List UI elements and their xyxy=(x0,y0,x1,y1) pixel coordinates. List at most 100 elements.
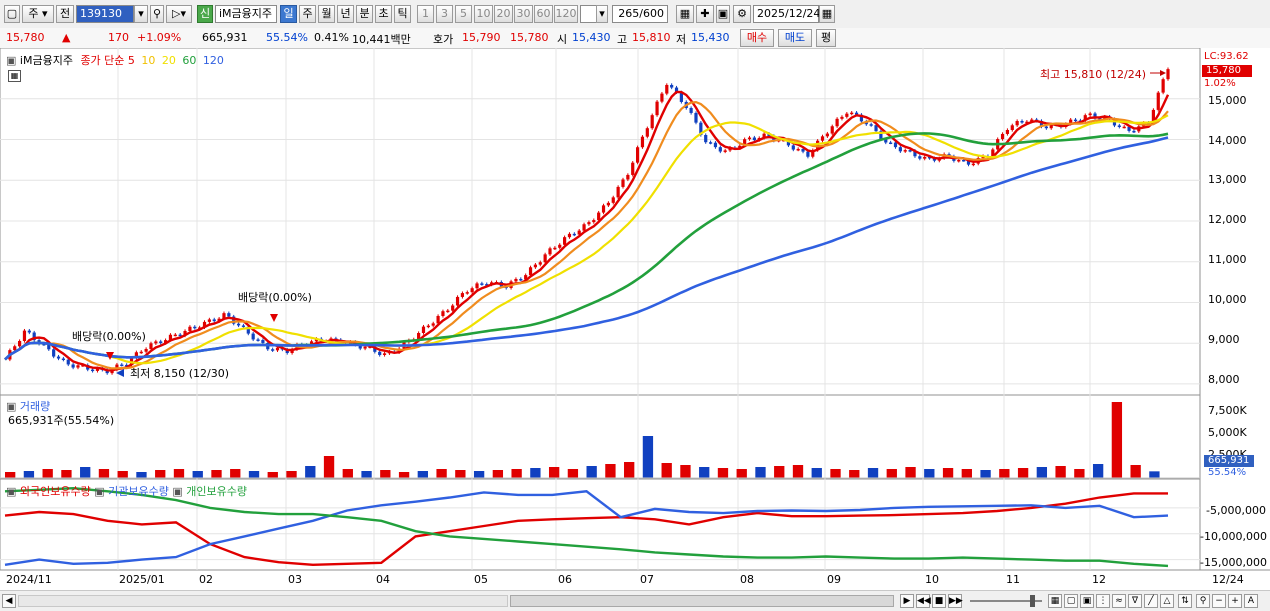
zoom-search-icon[interactable]: ⚲ xyxy=(1196,594,1210,608)
grid-toggle-icon[interactable]: ▦ xyxy=(8,70,21,82)
candle-body xyxy=(567,233,572,238)
interval-3-button[interactable]: 3 xyxy=(436,5,453,23)
tool-icon[interactable]: ▦ xyxy=(676,5,694,23)
interval-20-button[interactable]: 20 xyxy=(494,5,513,23)
calendar-icon[interactable]: ▦ xyxy=(819,5,835,23)
volume-bar xyxy=(436,469,447,478)
zoom-slider-handle[interactable] xyxy=(1030,595,1035,607)
period-month-button[interactable]: 월 xyxy=(318,5,335,23)
buy-button[interactable]: 매수 xyxy=(740,29,774,47)
lock-icon[interactable]: △ xyxy=(1160,594,1174,608)
indicator-icon[interactable]: ∇ xyxy=(1128,594,1142,608)
candle-body xyxy=(256,339,260,341)
volume-bar xyxy=(155,470,166,478)
interval-1-button[interactable]: 1 xyxy=(417,5,434,23)
new-badge[interactable]: 신 xyxy=(197,5,213,23)
candle-body xyxy=(154,341,158,344)
search-icon[interactable]: ⚲ xyxy=(150,5,164,23)
ruler-icon[interactable]: ╱ xyxy=(1144,594,1158,608)
volume-bar xyxy=(305,466,316,478)
candle-body xyxy=(572,233,576,236)
volume-bar xyxy=(530,468,541,478)
crosshair-icon[interactable]: ✚ xyxy=(696,5,714,23)
candle-body xyxy=(1025,121,1029,124)
rewind-icon[interactable]: ◀◀ xyxy=(916,594,931,608)
candle-body xyxy=(1000,133,1005,140)
dividend-marker-1 xyxy=(106,352,114,360)
candle-body xyxy=(207,319,211,322)
compare-icon[interactable]: ▢ xyxy=(1064,594,1078,608)
candle-body xyxy=(236,323,241,326)
play-icon[interactable]: ▶ xyxy=(900,594,914,608)
save-chart-icon[interactable]: ▣ xyxy=(1080,594,1094,608)
holdings-line-institution xyxy=(4,490,1169,566)
candle-body xyxy=(835,118,839,127)
scroll-thumb[interactable] xyxy=(510,595,894,607)
candle-body xyxy=(611,197,615,203)
chart-canvas[interactable] xyxy=(0,48,1270,590)
date-input[interactable]: 2025/12/24 xyxy=(753,5,820,23)
candle-body xyxy=(17,340,22,347)
chart-menu-icon[interactable]: ▢ xyxy=(4,5,20,23)
interval-5-button[interactable]: 5 xyxy=(455,5,472,23)
zoom-slider[interactable] xyxy=(970,600,1042,602)
volume-bar xyxy=(567,469,579,478)
candle-body xyxy=(898,147,902,152)
period-week-button[interactable]: 주 xyxy=(299,5,316,23)
eval-button[interactable]: 평 xyxy=(816,29,836,47)
volume-bar xyxy=(548,467,560,478)
period-select[interactable]: 주 ▾ xyxy=(22,5,54,23)
candle-body xyxy=(694,112,698,123)
font-size-icon[interactable]: A xyxy=(1244,594,1258,608)
volume-bar xyxy=(511,469,522,478)
volume-bar xyxy=(455,470,466,478)
interval-120-button[interactable]: 120 xyxy=(554,5,578,23)
candle-body xyxy=(699,122,703,135)
interval-30-button[interactable]: 30 xyxy=(514,5,533,23)
candle-body xyxy=(202,321,207,328)
prev-button[interactable]: 전 xyxy=(56,5,74,23)
volume-bar xyxy=(136,472,147,478)
period-tick-button[interactable]: 틱 xyxy=(394,5,411,23)
volume-bar xyxy=(1036,467,1048,478)
zoom-out-icon[interactable]: − xyxy=(1212,594,1226,608)
volume-axis-5000k: 5,000K xyxy=(1208,426,1247,439)
period-year-button[interactable]: 년 xyxy=(337,5,354,23)
interval-10-button[interactable]: 10 xyxy=(474,5,493,23)
speaker-icon[interactable]: ▷▾ xyxy=(166,5,192,23)
pattern-icon[interactable]: ≈ xyxy=(1112,594,1126,608)
period-second-button[interactable]: 초 xyxy=(375,5,392,23)
fit-icon[interactable]: ⇅ xyxy=(1178,594,1192,608)
zoom-in-icon[interactable]: + xyxy=(1228,594,1242,608)
quote-volume: 665,931 xyxy=(202,31,248,44)
stop-icon[interactable]: ■ xyxy=(932,594,946,608)
candle-body xyxy=(918,156,922,159)
holdings-axis-10m: -10,000,000 xyxy=(1200,530,1267,543)
code-dropdown-icon[interactable]: ▾ xyxy=(134,5,148,23)
count-field[interactable]: 265/600 xyxy=(612,5,668,23)
period-minute-button[interactable]: 분 xyxy=(356,5,373,23)
y-axis-15000: 15,000 xyxy=(1208,94,1247,107)
scroll-track[interactable] xyxy=(18,595,508,607)
interval-60-button[interactable]: 60 xyxy=(534,5,553,23)
drawing-icon[interactable]: ⋮ xyxy=(1096,594,1110,608)
quote-change-pct: +1.09% xyxy=(137,31,182,44)
interval-dropdown-icon[interactable]: ▾ xyxy=(596,5,608,23)
candle-body xyxy=(713,142,718,148)
candle-body xyxy=(115,364,119,370)
candle-body xyxy=(971,163,975,166)
x-label-right: 12/24 xyxy=(1212,573,1244,586)
period-day-button[interactable]: 일 xyxy=(280,5,297,23)
fast-forward-icon[interactable]: ▶▶ xyxy=(948,594,963,608)
stock-name-field[interactable]: iM금융지주 xyxy=(215,5,277,23)
candle-body xyxy=(368,346,372,349)
layout-icon[interactable]: ▦ xyxy=(1048,594,1062,608)
save-icon[interactable]: ▣ xyxy=(716,5,730,23)
code-input[interactable]: 139130 xyxy=(76,5,134,23)
sell-button[interactable]: 매도 xyxy=(778,29,812,47)
chart-area[interactable]: ▣ iM금융지주 종가 단순 5 10 20 60 120 ▦ LC:93.62… xyxy=(0,48,1270,590)
scroll-left-icon[interactable]: ◀ xyxy=(2,594,16,608)
gear-icon[interactable]: ⚙ xyxy=(733,5,751,23)
candle-body xyxy=(650,115,654,129)
candle-body xyxy=(232,316,236,324)
